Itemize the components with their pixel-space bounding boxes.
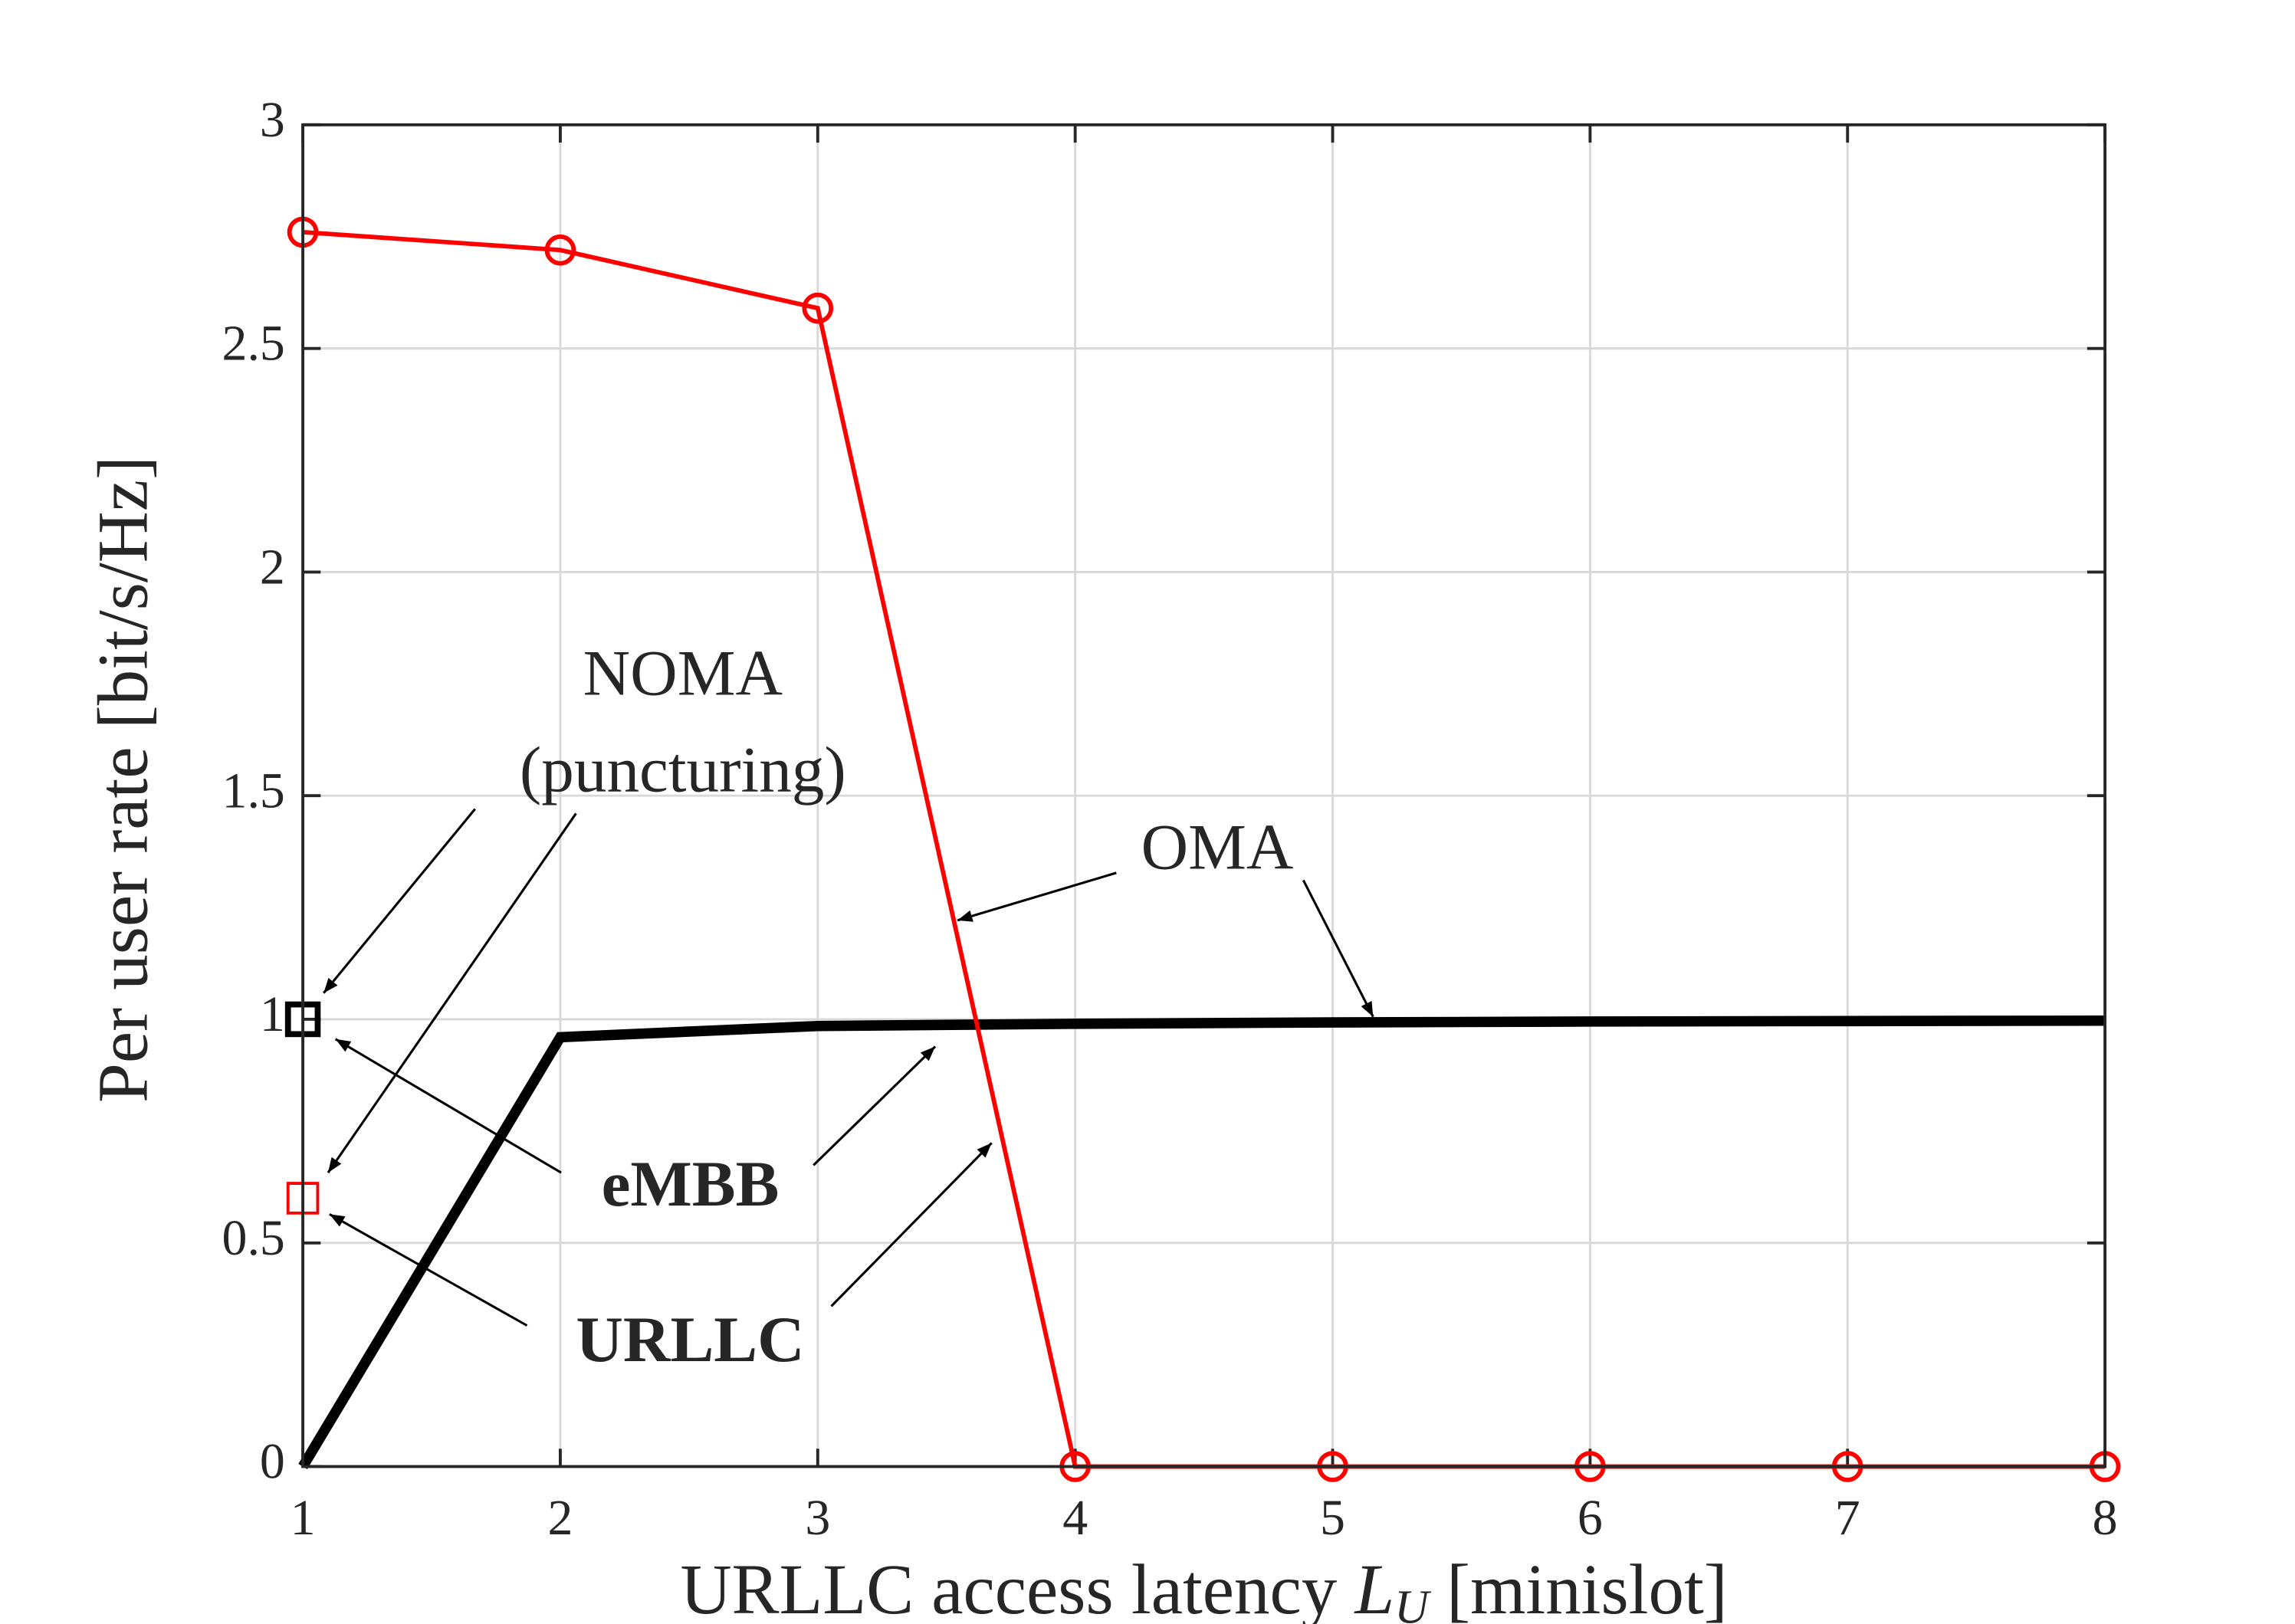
x-tick-label: 4 — [1062, 1490, 1088, 1546]
y-tick-label: 1 — [260, 986, 285, 1042]
x-label-symbol: L — [1353, 1550, 1394, 1624]
annotation: URLLC — [576, 1304, 804, 1376]
y-tick-label: 2 — [260, 540, 285, 595]
annotation: NOMA — [583, 638, 783, 710]
axes-frame — [301, 123, 2107, 1468]
x-label-text: [minislot] — [1429, 1550, 1728, 1624]
arrow — [329, 1212, 528, 1327]
x-tick-label: 7 — [1835, 1490, 1860, 1546]
x-tick-label: 8 — [2093, 1490, 2118, 1546]
x-tick-label: 1 — [291, 1490, 316, 1546]
y-tick-label: 0.5 — [222, 1210, 285, 1266]
x-tick-label: 3 — [805, 1490, 830, 1546]
x-tick-label: 2 — [547, 1490, 573, 1546]
arrow — [830, 1142, 993, 1307]
annotation-arrows — [322, 808, 1374, 1327]
arrow — [957, 871, 1117, 922]
arrow — [813, 1045, 937, 1166]
x-tick-label: 5 — [1320, 1490, 1345, 1546]
y-tick-label: 2.5 — [222, 316, 285, 372]
annotation: OMA — [1141, 811, 1294, 883]
arrow — [327, 812, 577, 1173]
arrow — [1302, 879, 1374, 1018]
series-line — [298, 1015, 2106, 1470]
x-axis-label: URLLC access latency LU [minislot] — [680, 1550, 1727, 1624]
annotations: NOMA (puncturing) OMA eMBB URLLC — [520, 638, 1294, 1376]
marker — [544, 234, 576, 266]
annotation: (puncturing) — [520, 734, 846, 806]
marker — [802, 292, 834, 324]
x-label-text: URLLC access latency — [680, 1550, 1354, 1624]
x-tick-label: 6 — [1578, 1490, 1603, 1546]
annotation: eMBB — [602, 1148, 780, 1220]
y-tick-label: 0 — [260, 1434, 285, 1490]
y-tick-label: 1.5 — [222, 763, 285, 819]
arrow — [334, 1038, 562, 1174]
y-axis-label: Per user rate [bit/s/Hz] — [84, 456, 163, 1103]
arrow — [322, 808, 476, 994]
x-label-subscript: U — [1394, 1582, 1432, 1624]
y-tick-label: 3 — [260, 92, 285, 148]
